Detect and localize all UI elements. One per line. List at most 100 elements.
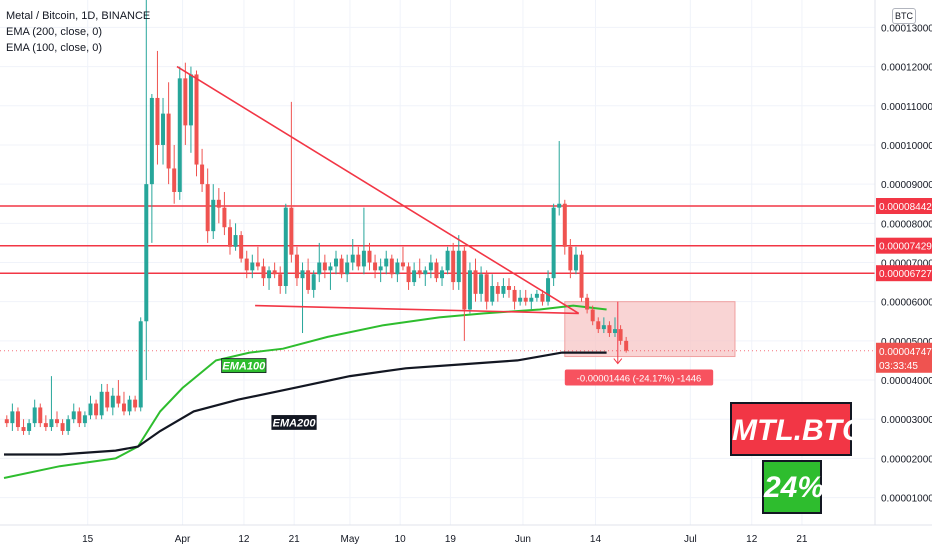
candle-body: [339, 258, 344, 275]
measure-label-text: -0.00001446 (-24.17%) -1446: [577, 374, 702, 385]
candle-body: [356, 254, 361, 267]
candle-body: [613, 329, 618, 334]
candle-body: [350, 254, 355, 263]
legend-ema200[interactable]: EMA (200, close, 0): [6, 26, 102, 38]
candle-body: [579, 254, 584, 298]
y-tick-label: 0.00001000: [881, 494, 932, 505]
candle-body: [289, 207, 294, 255]
candle-body: [384, 258, 389, 267]
candle-body: [21, 427, 26, 431]
candle-body: [601, 325, 606, 330]
candle-body: [300, 270, 305, 279]
candle-body: [82, 415, 87, 424]
ema100-label-text: EMA100: [222, 361, 266, 373]
candle-body: [110, 395, 115, 408]
measure-label-bg: [564, 369, 714, 386]
y-tick-label: 0.00004000: [881, 376, 932, 387]
candle-body: [479, 274, 484, 294]
x-tick-label: 10: [395, 534, 407, 545]
x-tick-label: 14: [590, 534, 602, 545]
candle-body: [88, 403, 93, 416]
candle-body: [495, 286, 500, 294]
candle-body: [261, 266, 266, 279]
candle-body: [272, 270, 277, 275]
candle-body: [501, 286, 506, 294]
candle-body: [445, 250, 450, 271]
price-level-tag: [876, 198, 932, 215]
candle-body: [66, 419, 71, 431]
candle-body: [506, 286, 511, 290]
candle-body: [378, 266, 383, 271]
countdown-label: 03:33:45: [879, 361, 918, 372]
candle-body: [161, 113, 166, 145]
candle-body: [395, 262, 400, 275]
candle-body: [4, 419, 9, 424]
candle-body: [216, 199, 221, 208]
y-tick-label: 0.00013000: [881, 23, 932, 34]
candle-body: [194, 74, 199, 165]
price-level-label: 0.00006727: [879, 269, 932, 280]
candle-body: [239, 235, 244, 259]
candle-body: [473, 270, 478, 294]
support-line: [255, 304, 579, 315]
x-tick-label: Jul: [684, 534, 697, 545]
candle-body: [440, 270, 445, 279]
ema200-label: EMA200: [271, 415, 317, 430]
candle-body: [121, 403, 126, 412]
y-tick-label: 0.00012000: [881, 63, 932, 74]
x-tick-label: 12: [238, 534, 250, 545]
candle-body: [400, 262, 405, 267]
price-level-tag: [876, 237, 932, 254]
candle-body: [523, 297, 528, 302]
current-price-label: 0.00004747: [879, 347, 932, 358]
candle-body: [211, 199, 216, 232]
candle-body: [244, 258, 249, 271]
candle-body: [551, 207, 556, 279]
currency-scale-button[interactable]: BTC: [892, 8, 916, 24]
candle-body: [322, 262, 327, 271]
candle-body: [306, 270, 311, 290]
candle-body: [317, 262, 322, 275]
candle-body: [294, 254, 299, 279]
candles: [4, 0, 629, 435]
candle-body: [49, 419, 54, 428]
y-tick-label: 0.00008000: [881, 219, 932, 230]
candle-body: [596, 321, 601, 330]
candle-body: [177, 78, 182, 192]
candle-body: [133, 399, 138, 408]
candle-body: [149, 97, 154, 185]
candle-body: [412, 270, 417, 283]
candle-body: [624, 340, 629, 351]
y-tick-label: 0.00003000: [881, 415, 932, 426]
ema200-label-text: EMA200: [273, 417, 317, 429]
candle-body: [573, 254, 578, 271]
candle-body: [255, 262, 260, 267]
candle-body: [361, 250, 366, 267]
x-tick-label: 12: [746, 534, 758, 545]
ema100-label: EMA100: [221, 358, 267, 374]
candle-body: [233, 235, 238, 247]
measure-box: [564, 301, 736, 358]
candle-body: [417, 270, 422, 275]
candle-body: [205, 184, 210, 232]
candle-body: [557, 203, 562, 208]
x-tick-label: 19: [445, 534, 457, 545]
ticker-badge: MTL.BTC: [730, 402, 864, 456]
candle-body: [389, 258, 394, 275]
candle-body: [585, 297, 590, 310]
ema200-label-bg: [271, 415, 317, 430]
legend-symbol[interactable]: Metal / Bitcoin, 1D, BINANCE: [6, 10, 151, 22]
candle-body: [116, 395, 121, 404]
y-tick-label: 0.00005000: [881, 337, 932, 348]
candle-body: [534, 293, 539, 298]
candle-body: [568, 246, 573, 271]
y-tick-label: 0.00002000: [881, 454, 932, 465]
candle-body: [546, 278, 551, 302]
candle-body: [144, 184, 149, 322]
legend-ema100[interactable]: EMA (100, close, 0): [6, 42, 102, 54]
candle-body: [267, 270, 272, 279]
candle-body: [138, 321, 143, 408]
candle-body: [43, 423, 48, 428]
candle-body: [428, 262, 433, 271]
